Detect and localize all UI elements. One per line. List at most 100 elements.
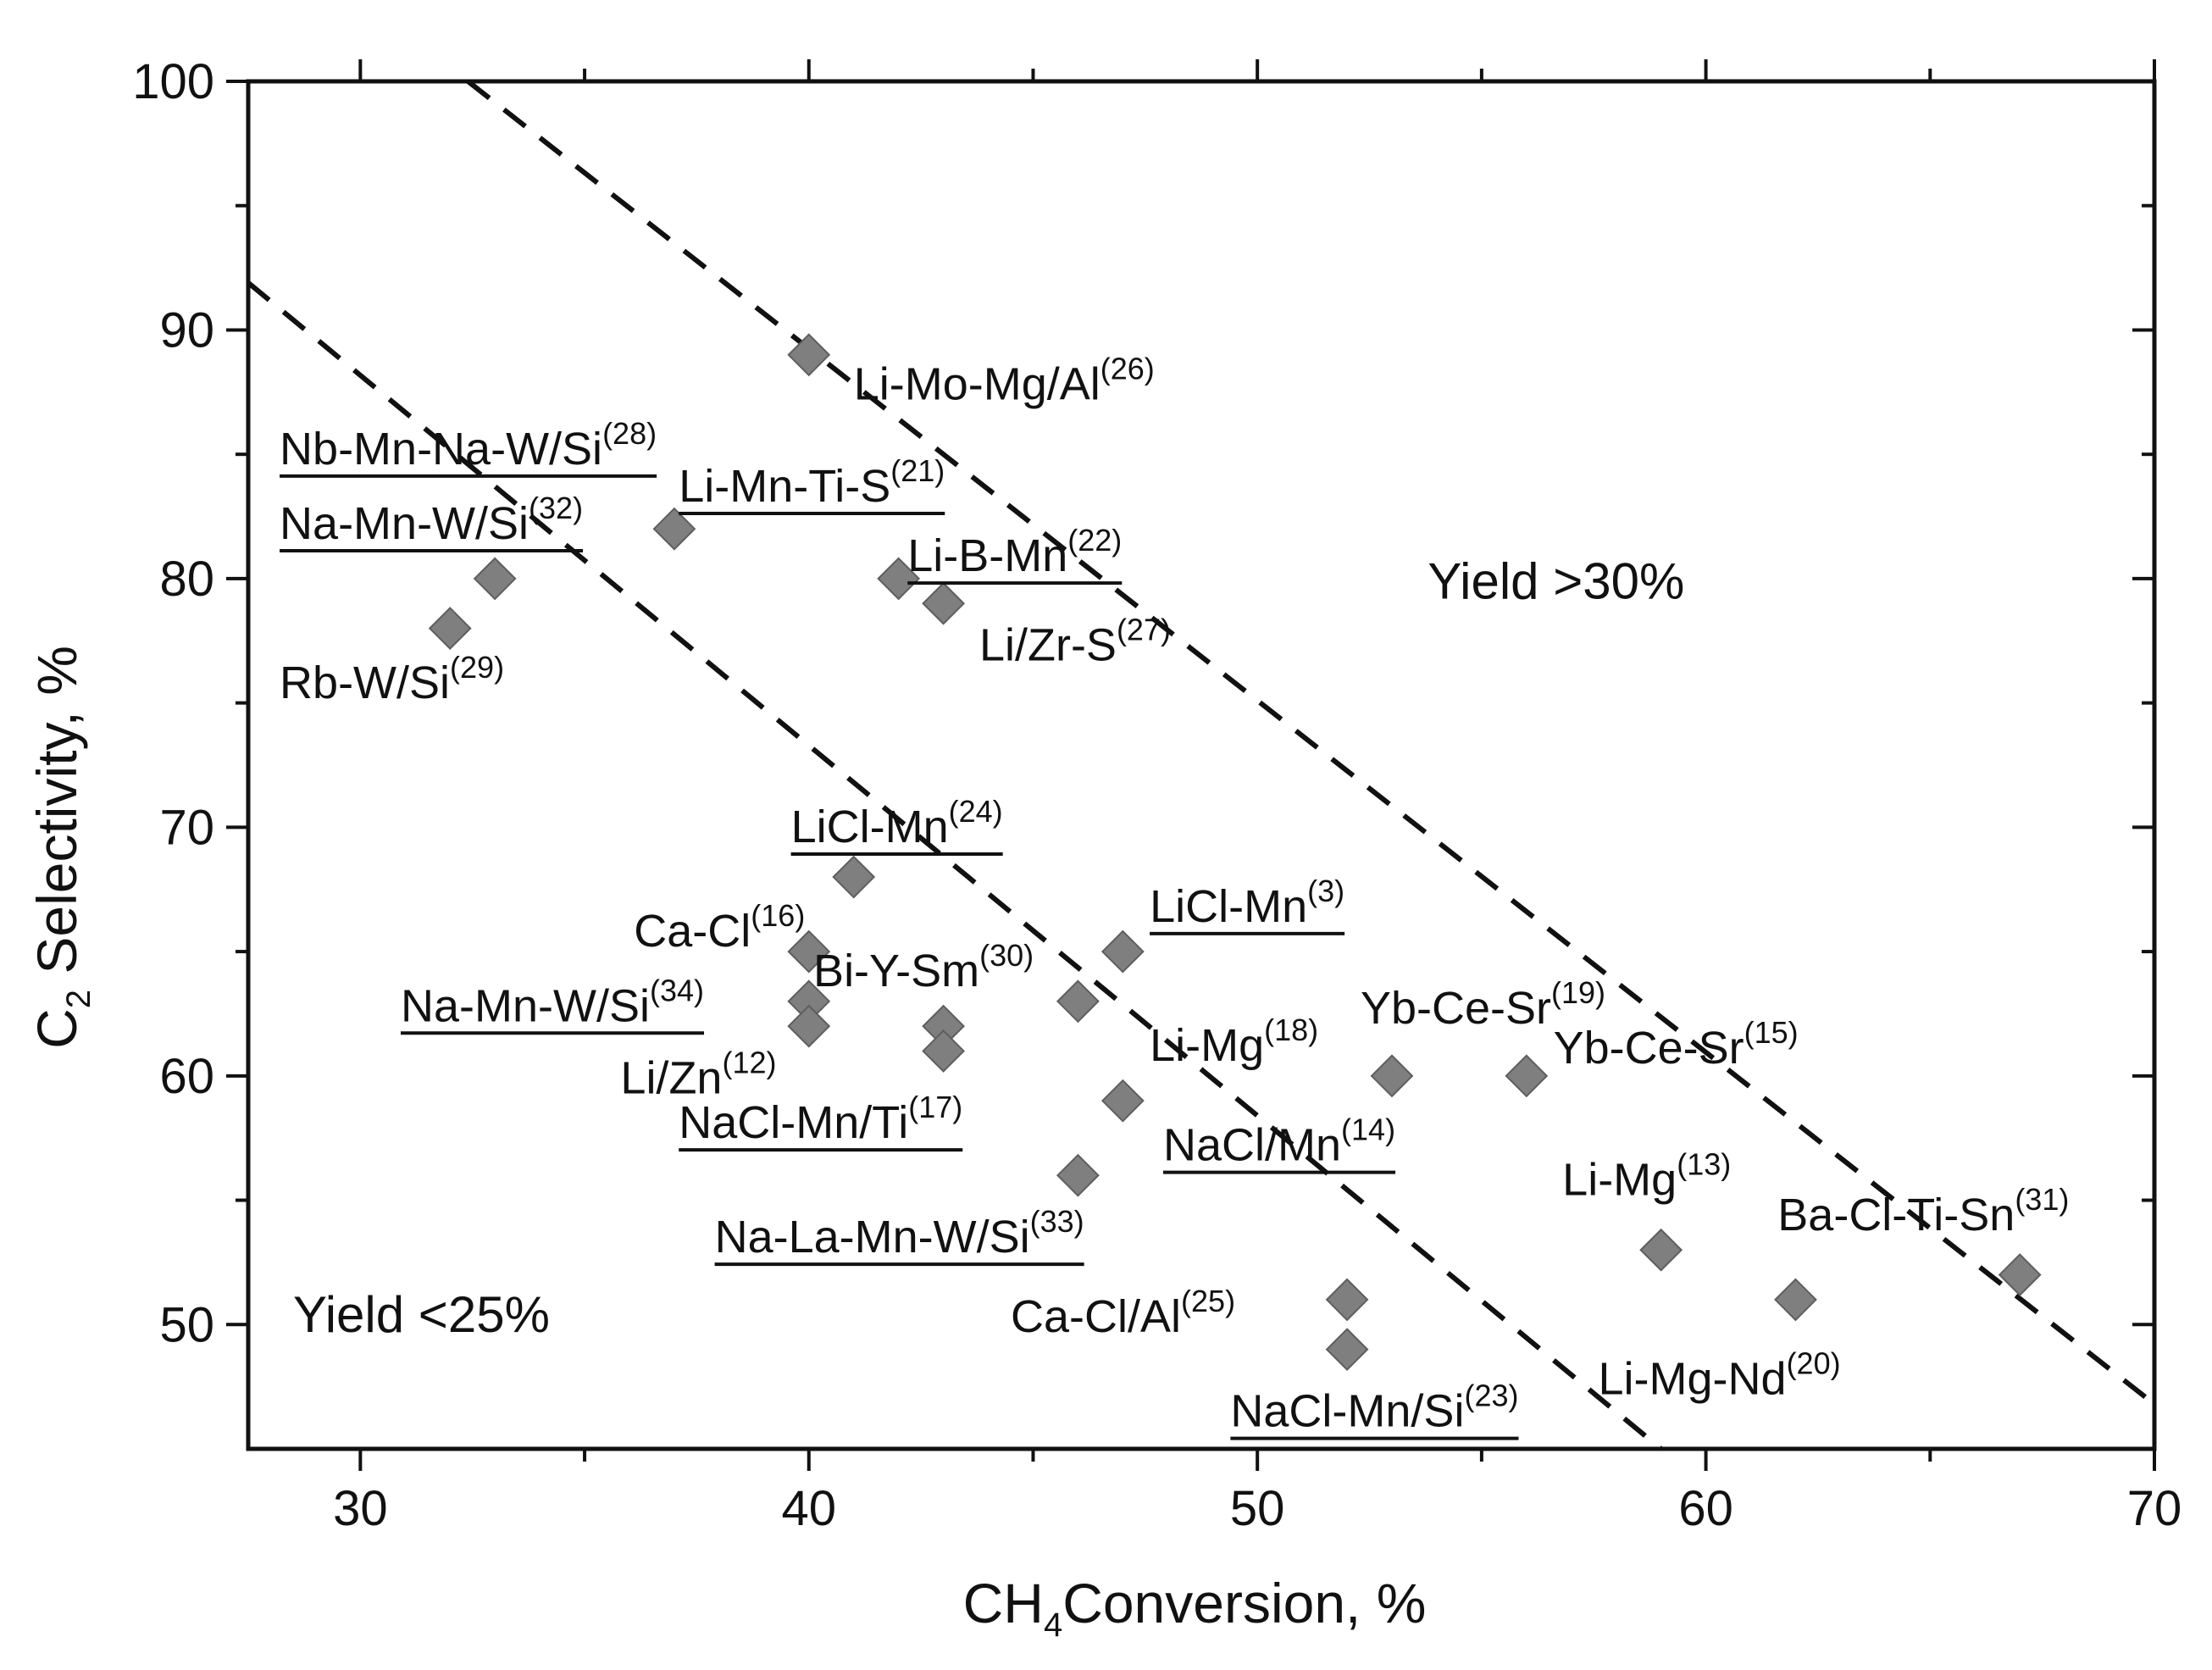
annotation-label: NaCl-Mn/Si(23) [1230, 1379, 1518, 1437]
region-label: Yield <25% [293, 1286, 550, 1343]
x-tick-label: 70 [2127, 1481, 2182, 1536]
annotation-reference: (30) [979, 938, 1034, 973]
y-tick-label: 70 [159, 800, 214, 855]
point-annotation: Na-La-Mn-W/Si(33) [714, 1204, 1084, 1267]
annotation-reference: (29) [450, 650, 504, 685]
point-annotation: NaCl/Mn(14) [1163, 1112, 1396, 1174]
annotation-reference: (21) [890, 453, 945, 488]
data-point [428, 607, 472, 651]
annotation-label: Li-Mg-Nd(20) [1599, 1345, 1841, 1404]
y-tick-label: 80 [159, 552, 214, 607]
point-annotation: Na-Mn-W/Si(34) [401, 973, 705, 1035]
annotation-label: Li-Mo-Mg/Al(26) [854, 352, 1155, 410]
point-annotation: Yb-Ce-Sr(15) [1554, 1015, 1799, 1074]
point-annotation: Rb-W/Si(29) [280, 650, 504, 708]
x-tick-label: 60 [1678, 1481, 1733, 1536]
x-tick-label: 40 [782, 1481, 837, 1536]
yield-dashed-line [248, 280, 1663, 1449]
annotation-text: NaCl/Mn [1163, 1120, 1341, 1171]
data-point [1370, 1054, 1414, 1098]
annotation-reference: (23) [1464, 1379, 1518, 1413]
annotation-label: Rb-W/Si(29) [280, 650, 504, 708]
annotation-text: Na-La-Mn-W/Si [715, 1212, 1030, 1262]
y-axis-title-subscript: 2 [60, 990, 97, 1008]
annotation-reference: (18) [1264, 1013, 1318, 1047]
annotation-text: Li-Mg-Nd [1599, 1353, 1787, 1404]
y-axis-title: C2 Selectivity, % [25, 646, 97, 1049]
annotation-label: LiCl-Mn(24) [791, 794, 1003, 852]
axis-ticks [226, 59, 2156, 1471]
data-point [1998, 1253, 2042, 1296]
annotation-label: Ca-Cl/Al(25) [1011, 1284, 1235, 1342]
annotation-text: Li/Zr-S [979, 620, 1117, 671]
annotation-label: Ba-Cl-Ti-Sn(31) [1777, 1182, 2069, 1240]
y-axis-title-main: C [25, 1008, 88, 1049]
annotation-reference: (17) [908, 1090, 962, 1124]
annotation-text: Li-Mn-Ti-S [679, 461, 890, 512]
annotation-label: Li-B-Mn(22) [907, 523, 1122, 581]
annotation-reference: (12) [722, 1045, 776, 1079]
annotation-text: LiCl-Mn [1150, 881, 1307, 932]
point-annotation: LiCl-Mn(3) [1150, 874, 1345, 935]
y-tick-label: 60 [159, 1049, 214, 1104]
data-point [877, 557, 921, 601]
annotation-reference: (33) [1030, 1204, 1084, 1239]
x-axis-title: CH4Conversion, % [963, 1572, 1427, 1644]
annotation-label: Na-Mn-W/Si(32) [280, 491, 583, 549]
data-point [1056, 979, 1100, 1024]
annotation-reference: (13) [1677, 1147, 1731, 1182]
data-point [787, 929, 831, 974]
y-tick-label: 50 [159, 1297, 214, 1352]
region-labels: Yield >30% Yield <25% [293, 552, 1684, 1343]
annotation-text: NaCl-Mn/Si [1230, 1386, 1464, 1437]
annotation-reference: (15) [1744, 1015, 1799, 1050]
annotation-reference: (31) [2015, 1182, 2069, 1217]
data-point [652, 507, 696, 551]
annotation-reference: (26) [1100, 352, 1155, 386]
point-annotation: Li-Mn-Ti-S(21) [679, 453, 945, 515]
y-axis-title-rest: Selectivity, % [25, 646, 88, 990]
annotation-reference: (27) [1117, 613, 1171, 647]
annotation-text: Ca-Cl [634, 906, 751, 957]
point-annotation: Yb-Ce-Sr(19) [1361, 975, 1605, 1034]
data-point [1774, 1278, 1817, 1322]
annotation-text: NaCl-Mn/Ti [679, 1097, 908, 1148]
data-point [1100, 929, 1145, 974]
annotation-label: NaCl-Mn/Ti(17) [679, 1090, 962, 1148]
data-point [473, 557, 517, 601]
annotation-label: Li/Zn(12) [620, 1045, 776, 1103]
data-point [787, 333, 831, 377]
annotation-text: Ba-Cl-Ti-Sn [1777, 1190, 2015, 1240]
point-annotation: NaCl-Mn/Ti(17) [679, 1090, 963, 1152]
point-annotation: Ca-Cl/Al(25) [1011, 1284, 1235, 1342]
annotation-label: Li-Mg(18) [1150, 1013, 1318, 1071]
annotation-reference: (22) [1067, 523, 1122, 558]
annotation-text: LiCl-Mn [791, 802, 949, 852]
point-annotation: Li-Mg(13) [1562, 1147, 1731, 1206]
annotation-reference: (14) [1341, 1112, 1395, 1147]
data-point [1056, 1153, 1100, 1197]
annotation-reference: (19) [1551, 975, 1605, 1010]
point-annotation: Na-Mn-W/Si(32) [280, 491, 584, 552]
data-point [1100, 1079, 1145, 1123]
annotation-text: Li-B-Mn [907, 530, 1067, 581]
annotation-text: Bi-Y-Sm [813, 946, 979, 996]
annotation-label: Bi-Y-Sm(30) [813, 938, 1034, 996]
point-annotation: Li/Zn(12) [620, 1045, 776, 1103]
annotation-reference: (25) [1181, 1284, 1235, 1318]
annotation-text: Yb-Ce-Sr [1554, 1023, 1744, 1074]
point-annotation: Li/Zr-S(27) [979, 613, 1171, 671]
annotation-label: LiCl-Mn(3) [1150, 874, 1344, 932]
data-point [922, 581, 966, 625]
data-point [1639, 1228, 1683, 1272]
annotation-text: Li-Mg [1150, 1020, 1264, 1071]
data-point [1325, 1278, 1369, 1322]
point-annotation: Li-Mg-Nd(20) [1599, 1345, 1841, 1404]
annotation-text: Li-Mo-Mg/Al [854, 359, 1100, 410]
annotation-text: Rb-W/Si [280, 657, 450, 708]
annotation-text: Na-Mn-W/Si [401, 980, 650, 1031]
data-point [832, 855, 876, 899]
point-annotation: NaCl-Mn/Si(23) [1230, 1379, 1519, 1440]
dashed-lines [248, 81, 2154, 1449]
y-tick-labels: 50 60 70 80 90 100 [132, 54, 214, 1352]
